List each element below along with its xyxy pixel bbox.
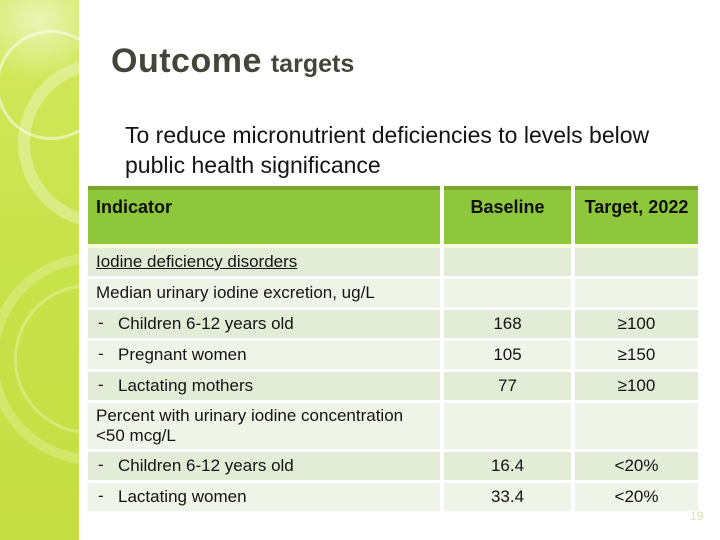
- table-row: Median urinary iodine excretion, ug/L: [88, 279, 700, 307]
- indicator-cell: - Children 6-12 years old: [88, 310, 440, 338]
- indicator-cell: - Lactating women: [88, 483, 440, 511]
- indicator-label: Lactating mothers: [118, 376, 254, 395]
- baseline-cell: [444, 248, 571, 276]
- indicator-cell: - Children 6-12 years old: [88, 452, 440, 480]
- baseline-cell: 105: [444, 341, 571, 369]
- header-cell-baseline: Baseline: [444, 186, 571, 248]
- table-row: - Children 6-12 years old 168 ≥100: [88, 310, 700, 338]
- dash-bullet: -: [98, 344, 104, 363]
- table-row: - Lactating women 33.4 <20%: [88, 483, 700, 511]
- indicator-cell: Median urinary iodine excretion, ug/L: [88, 279, 440, 307]
- indicator-label: Percent with urinary iodine concentratio…: [96, 406, 404, 445]
- baseline-cell: 168: [444, 310, 571, 338]
- table-row: - Pregnant women 105 ≥150: [88, 341, 700, 369]
- baseline-cell: 16.4: [444, 452, 571, 480]
- target-cell: ≥150: [575, 341, 698, 369]
- baseline-cell: 33.4: [444, 483, 571, 511]
- indicator-cell: - Pregnant women: [88, 341, 440, 369]
- title-sub-text: targets: [270, 50, 355, 78]
- page-number: 19: [690, 509, 704, 523]
- target-cell: [575, 248, 698, 276]
- table-body: Iodine deficiency disorders Median urinar…: [88, 248, 700, 511]
- indicator-label: Children 6-12 years old: [118, 314, 294, 333]
- target-cell: <20%: [575, 483, 698, 511]
- indicator-label: Median urinary iodine excretion, ug/L: [96, 283, 375, 302]
- indicator-cell: Iodine deficiency disorders: [88, 248, 440, 276]
- dash-bullet: -: [98, 375, 104, 394]
- slide-subtitle: To reduce micronutrient deficiencies to …: [125, 122, 650, 178]
- indicator-label: Iodine deficiency disorders: [96, 252, 298, 271]
- table-header-row: Indicator Baseline Target, 2022: [88, 186, 700, 248]
- dash-bullet: -: [98, 455, 104, 474]
- baseline-cell: [444, 403, 571, 449]
- target-cell: <20%: [575, 452, 698, 480]
- sidebar-decoration: [0, 0, 79, 540]
- target-cell: ≥100: [575, 310, 698, 338]
- table-row: Percent with urinary iodine concentratio…: [88, 403, 700, 449]
- dash-bullet: -: [98, 486, 104, 505]
- indicator-cell: Percent with urinary iodine concentratio…: [88, 403, 440, 449]
- slide-title: Outcome targets: [111, 42, 354, 81]
- indicator-label: Children 6-12 years old: [118, 456, 294, 475]
- target-cell: [575, 279, 698, 307]
- indicator-cell: - Lactating mothers: [88, 372, 440, 400]
- table-row: Iodine deficiency disorders: [88, 248, 700, 276]
- indicator-label: Lactating women: [118, 487, 247, 506]
- table-row: - Lactating mothers 77 ≥100: [88, 372, 700, 400]
- table-row: - Children 6-12 years old 16.4 <20%: [88, 452, 700, 480]
- header-cell-indicator: Indicator: [88, 186, 440, 248]
- target-cell: ≥100: [575, 372, 698, 400]
- target-cell: [575, 403, 698, 449]
- outcomes-table: Indicator Baseline Target, 2022 Iodine d…: [88, 186, 700, 511]
- dash-bullet: -: [98, 313, 104, 332]
- baseline-cell: 77: [444, 372, 571, 400]
- baseline-cell: [444, 279, 571, 307]
- header-cell-target: Target, 2022: [575, 186, 698, 248]
- title-main-text: Outcome: [111, 42, 262, 80]
- indicator-label: Pregnant women: [118, 345, 247, 364]
